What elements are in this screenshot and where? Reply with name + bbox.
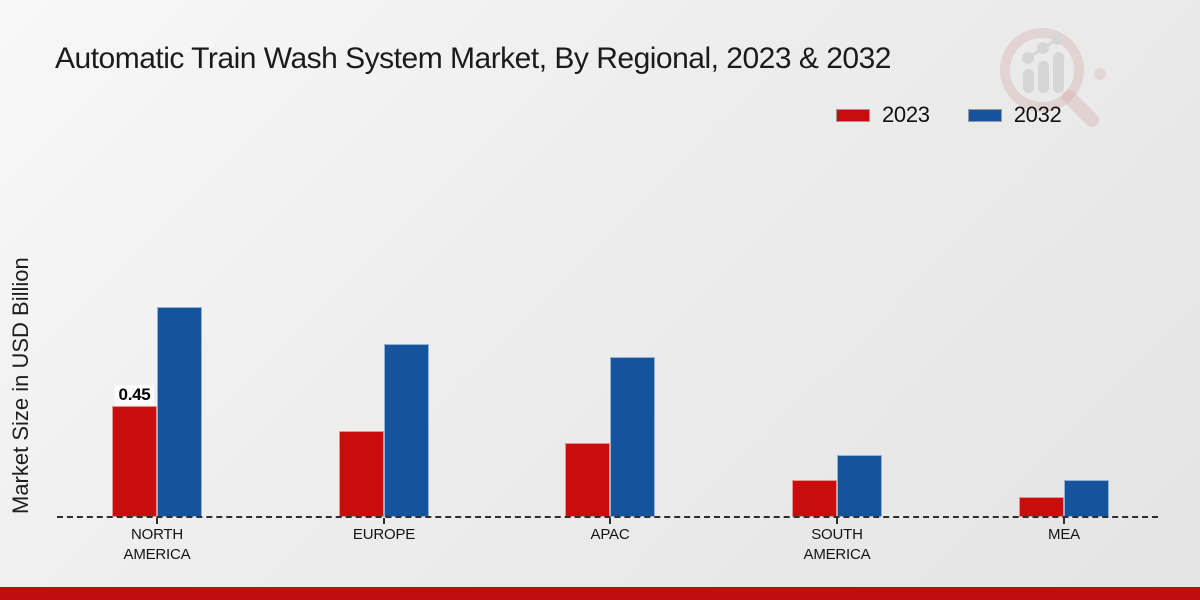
x-category-label-europe: EUROPE — [352, 526, 416, 543]
chart-legend: 2023 2032 — [836, 102, 1062, 128]
bar-2023-mea — [1019, 497, 1064, 517]
legend-swatch-2023 — [836, 108, 870, 122]
x-category-label-south-america: SOUTH AMERICA — [803, 526, 871, 563]
bar-2023-south-america — [792, 480, 837, 517]
bar-2023-north-america — [112, 406, 157, 517]
legend-swatch-2032 — [967, 108, 1002, 122]
x-axis-tick — [156, 518, 158, 524]
x-axis-tick — [383, 518, 385, 524]
bar-2023-apac — [565, 443, 610, 517]
x-axis-tick — [1063, 518, 1065, 524]
legend-label: 2023 — [882, 102, 930, 127]
footer-accent-bar — [0, 587, 1200, 600]
chart-title: Automatic Train Wash System Market, By R… — [55, 42, 891, 75]
legend-label: 2032 — [1013, 102, 1062, 127]
x-category-label-mea: MEA — [1048, 526, 1080, 543]
bar-2032-south-america — [837, 455, 882, 517]
x-axis-baseline — [57, 516, 1158, 518]
x-axis-tick — [836, 518, 838, 524]
x-category-label-north-america: NORTH AMERICA — [123, 526, 191, 563]
legend-item-2032: 2032 — [967, 102, 1062, 128]
bar-2032-europe — [384, 344, 429, 517]
legend-item-2023: 2023 — [836, 102, 930, 128]
bar-2023-europe — [339, 431, 384, 517]
data-label-2023-north-america: 0.45 — [114, 385, 155, 405]
watermark-logo-icon — [1000, 28, 1106, 127]
x-category-label-apac: APAC — [590, 526, 630, 543]
x-axis-tick — [609, 518, 611, 524]
bar-2032-north-america — [157, 307, 202, 517]
bar-2032-apac — [610, 357, 655, 517]
bar-2032-mea — [1064, 480, 1109, 517]
